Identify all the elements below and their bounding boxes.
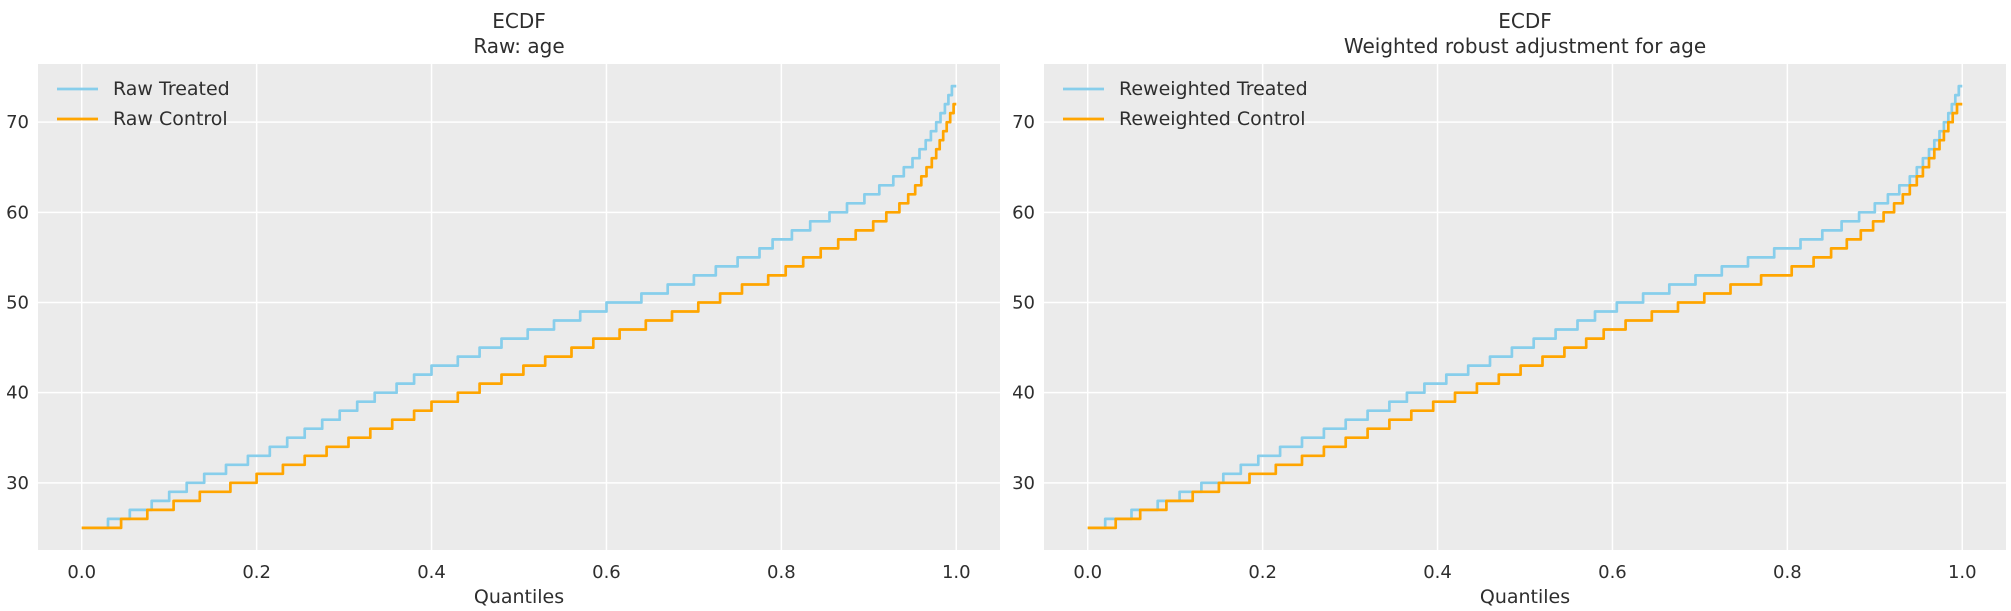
y-tick-label: 30 xyxy=(6,473,29,494)
raw-treated-curve xyxy=(81,84,957,530)
x-axis-label: Quantiles xyxy=(474,586,564,608)
y-tick-label: 40 xyxy=(1012,383,1035,404)
x-tick-label: 0.8 xyxy=(1773,562,1802,583)
x-tick-label: 1.0 xyxy=(942,562,971,583)
y-tick-label: 40 xyxy=(6,383,29,404)
x-tick-label: 0.8 xyxy=(767,562,796,583)
x-tick-label: 0.4 xyxy=(1423,562,1452,583)
x-tick-label: 0.6 xyxy=(592,562,621,583)
x-tick-label: 1.0 xyxy=(1948,562,1977,583)
plot-area xyxy=(38,64,1000,550)
x-tick-label: 0.0 xyxy=(67,562,96,583)
y-tick-label: 60 xyxy=(6,202,29,223)
plot-area xyxy=(1044,64,2006,550)
legend-label-treated: Raw Treated xyxy=(113,78,230,100)
plot-generated-layer: 0.0 0.2 0.4 0.6 0.8 1.0 30 40 50 60 70 xyxy=(6,64,1000,583)
legend-label-control: Reweighted Control xyxy=(1119,108,1306,130)
ecdf-raw-plot-svg: 0.0 0.2 0.4 0.6 0.8 1.0 30 40 50 60 70 ECDF Raw: a… xyxy=(6,9,1000,608)
x-tick-label: 0.2 xyxy=(1248,562,1277,583)
chart-title-line1: ECDF xyxy=(492,9,546,33)
chart-title-line2: Weighted robust adjustment for age xyxy=(1344,34,1706,58)
y-tick-label: 70 xyxy=(1012,112,1035,133)
x-axis-label: Quantiles xyxy=(1480,586,1570,608)
y-tick-label: 30 xyxy=(1012,473,1035,494)
plot-generated-layer: 0.0 0.2 0.4 0.6 0.8 1.0 30 40 50 60 70 xyxy=(1012,64,2006,583)
x-tick-label: 0.4 xyxy=(417,562,446,583)
x-tick-label: 0.2 xyxy=(242,562,271,583)
raw-control-curve xyxy=(81,102,957,530)
chart-title-line1: ECDF xyxy=(1498,9,1552,33)
x-tick-label: 0.0 xyxy=(1073,562,1102,583)
x-tick-label: 0.6 xyxy=(1598,562,1627,583)
y-tick-label: 50 xyxy=(6,292,29,313)
reweighted-treated-curve xyxy=(1087,84,1963,530)
legend-label-control: Raw Control xyxy=(113,108,228,130)
ecdf-chart-raw: 0.0 0.2 0.4 0.6 0.8 1.0 30 40 50 60 70 ECDF Raw: a… xyxy=(0,0,1005,611)
legend-label-treated: Reweighted Treated xyxy=(1119,78,1308,100)
y-tick-label: 60 xyxy=(1012,202,1035,223)
ecdf-weighted-plot-svg: 0.0 0.2 0.4 0.6 0.8 1.0 30 40 50 60 70 ECDF Weight… xyxy=(1012,9,2006,608)
y-tick-label: 70 xyxy=(6,112,29,133)
ecdf-chart-weighted: 0.0 0.2 0.4 0.6 0.8 1.0 30 40 50 60 70 ECDF Weight… xyxy=(1006,0,2011,611)
chart-title-line2: Raw: age xyxy=(473,34,564,58)
reweighted-control-curve xyxy=(1087,102,1963,530)
y-tick-label: 50 xyxy=(1012,292,1035,313)
